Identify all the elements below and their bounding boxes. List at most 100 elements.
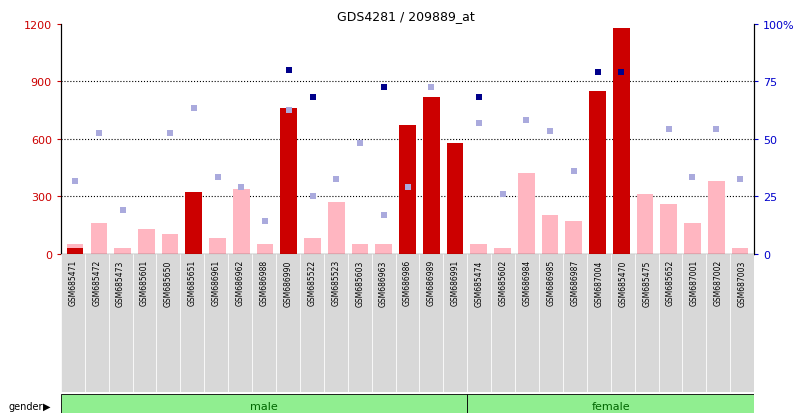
Text: GSM686961: GSM686961 (212, 259, 221, 306)
Bar (186, 193, 202, 254)
Bar (328, 202, 345, 254)
Point (377, 212, 390, 219)
Point (187, 105, 200, 112)
Point (615, 69, 628, 76)
Text: GSM685650: GSM685650 (164, 259, 173, 306)
Point (92, 131, 105, 137)
Bar (683, 254, 706, 392)
Text: GSM686988: GSM686988 (260, 259, 268, 306)
Point (733, 176, 746, 183)
Point (69, 178, 82, 185)
Bar (539, 254, 563, 392)
Bar (587, 254, 611, 392)
Bar (423, 97, 440, 254)
Bar (684, 223, 701, 254)
Bar (419, 254, 444, 392)
Bar (565, 221, 582, 254)
Point (591, 69, 604, 76)
Bar (204, 254, 228, 392)
Bar (613, 244, 629, 254)
Text: female: female (591, 401, 630, 411)
Text: GSM685603: GSM685603 (355, 259, 364, 306)
Text: GSM685475: GSM685475 (642, 259, 651, 306)
Text: GSM686991: GSM686991 (451, 259, 460, 306)
Text: GSM686987: GSM686987 (570, 259, 579, 306)
Bar (228, 254, 252, 392)
Text: GSM687001: GSM687001 (690, 259, 699, 306)
Bar (611, 254, 635, 392)
Bar (186, 244, 202, 254)
Text: GSM685522: GSM685522 (307, 259, 316, 306)
Bar (109, 254, 132, 392)
Bar (563, 254, 587, 392)
Bar (515, 254, 539, 392)
Point (663, 126, 676, 133)
Bar (635, 254, 659, 392)
Text: GSM685471: GSM685471 (68, 259, 77, 306)
Point (330, 176, 343, 183)
Text: GSM685470: GSM685470 (618, 259, 627, 306)
Bar (732, 248, 749, 254)
Bar (491, 254, 515, 392)
Text: GSM685474: GSM685474 (474, 259, 483, 306)
Bar (589, 244, 606, 254)
Bar (281, 197, 297, 254)
Bar (180, 254, 204, 392)
Point (567, 169, 580, 175)
Point (164, 131, 177, 137)
Point (425, 85, 438, 91)
Point (686, 174, 699, 181)
Point (259, 218, 272, 225)
Bar (257, 244, 273, 254)
Bar (706, 254, 731, 392)
Bar (138, 229, 155, 254)
Point (282, 67, 295, 74)
Text: GSM687002: GSM687002 (714, 259, 723, 306)
Text: GSM685523: GSM685523 (332, 259, 341, 306)
Bar (252, 254, 276, 392)
Text: gender: gender (8, 401, 43, 411)
Bar (371, 254, 396, 392)
Bar (494, 248, 511, 254)
Text: GSM685651: GSM685651 (188, 259, 197, 306)
Text: GSM686986: GSM686986 (403, 259, 412, 306)
Point (377, 85, 390, 91)
Bar (731, 254, 754, 392)
Bar (276, 254, 300, 392)
Text: ▶: ▶ (43, 401, 50, 411)
Bar (157, 254, 180, 392)
Bar (161, 235, 178, 254)
Bar (375, 244, 392, 254)
Bar (61, 394, 467, 413)
Bar (423, 244, 440, 254)
Bar (132, 254, 157, 392)
Text: GSM686985: GSM686985 (547, 259, 556, 306)
Text: GSM686963: GSM686963 (379, 259, 388, 306)
Bar (708, 181, 724, 254)
Point (472, 94, 485, 101)
Bar (67, 248, 84, 254)
Bar (324, 254, 348, 392)
Bar (114, 248, 131, 254)
Point (211, 174, 224, 181)
Bar (84, 254, 109, 392)
Point (496, 192, 509, 198)
Point (401, 184, 414, 190)
Text: GSM685601: GSM685601 (140, 259, 149, 306)
Bar (467, 394, 754, 413)
Text: GDS4281 / 209889_at: GDS4281 / 209889_at (337, 10, 474, 23)
Text: GSM686962: GSM686962 (236, 259, 245, 306)
Bar (447, 143, 463, 254)
Bar (660, 204, 677, 254)
Bar (61, 254, 84, 392)
Bar (589, 92, 606, 254)
Bar (444, 254, 467, 392)
Bar (304, 239, 321, 254)
Point (543, 128, 556, 135)
Bar (281, 109, 297, 254)
Bar (470, 244, 487, 254)
Text: GSM685473: GSM685473 (116, 259, 125, 306)
Bar (399, 244, 416, 254)
Bar (659, 254, 683, 392)
Point (472, 121, 485, 127)
